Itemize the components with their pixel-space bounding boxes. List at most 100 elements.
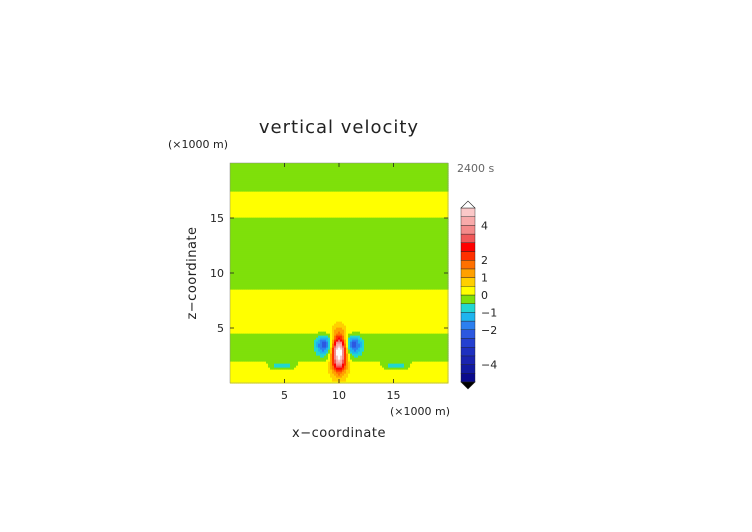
heatmap-cell xyxy=(432,345,435,348)
heatmap-cell xyxy=(426,303,429,306)
heatmap-cell xyxy=(292,299,295,302)
heatmap-cell xyxy=(406,351,409,354)
heatmap-cell xyxy=(368,373,371,376)
heatmap-cell xyxy=(256,381,259,384)
heatmap-cell xyxy=(428,333,431,336)
heatmap-cell xyxy=(306,295,309,298)
heatmap-cell xyxy=(358,321,361,324)
heatmap-cell xyxy=(368,299,371,302)
heatmap-cell xyxy=(270,323,273,326)
heatmap-cell xyxy=(402,369,405,372)
heatmap-cell xyxy=(326,315,329,318)
heatmap-cell xyxy=(320,301,323,304)
heatmap-cell xyxy=(350,347,353,350)
heatmap-cell xyxy=(366,351,369,354)
heatmap-cell xyxy=(286,357,289,360)
heatmap-cell xyxy=(362,323,365,326)
heatmap-cell xyxy=(368,333,371,336)
heatmap-cell xyxy=(380,317,383,320)
heatmap-cell xyxy=(306,347,309,350)
heatmap-cell xyxy=(268,341,271,344)
heatmap-cell xyxy=(364,341,367,344)
heatmap-cell xyxy=(400,355,403,358)
heatmap-cell xyxy=(434,295,437,298)
heatmap-cell xyxy=(378,345,381,348)
heatmap-cell xyxy=(324,335,327,338)
heatmap-cell xyxy=(250,319,253,322)
heatmap-cell xyxy=(252,329,255,332)
heatmap-cell xyxy=(412,365,415,368)
heatmap-cell xyxy=(326,291,329,294)
heatmap-cell xyxy=(408,377,411,380)
heatmap-cell xyxy=(274,331,277,334)
heatmap-cell xyxy=(304,297,307,300)
heatmap-cell xyxy=(244,347,247,350)
heatmap-cell xyxy=(324,357,327,360)
heatmap-cell xyxy=(394,353,397,356)
heatmap-cell xyxy=(386,345,389,348)
heatmap-cell xyxy=(350,299,353,302)
heatmap-cell xyxy=(276,303,279,306)
heatmap-cell xyxy=(388,291,391,294)
heatmap-cell xyxy=(284,335,287,338)
heatmap-cell xyxy=(366,321,369,324)
heatmap-cell xyxy=(390,325,393,328)
heatmap-cell xyxy=(230,349,233,352)
heatmap-cell xyxy=(392,303,395,306)
heatmap-cell xyxy=(330,295,333,298)
heatmap-cell xyxy=(426,321,429,324)
heatmap-cell xyxy=(252,313,255,316)
heatmap-cell xyxy=(232,355,235,358)
heatmap-cell xyxy=(346,301,349,304)
heatmap-cell xyxy=(432,319,435,322)
heatmap-cell xyxy=(236,381,239,384)
heatmap-cell xyxy=(400,313,403,316)
heatmap-cell xyxy=(290,311,293,314)
heatmap-cell xyxy=(426,361,429,364)
heatmap-cell xyxy=(360,341,363,344)
heatmap-cell xyxy=(366,345,369,348)
heatmap-cell xyxy=(242,369,245,372)
heatmap-cell xyxy=(408,313,411,316)
heatmap-cell xyxy=(440,379,443,382)
heatmap-cell xyxy=(336,335,339,338)
heatmap-cell xyxy=(430,303,433,306)
heatmap-cell xyxy=(278,341,281,344)
heatmap-cell xyxy=(390,359,393,362)
heatmap-cell xyxy=(272,337,275,340)
heatmap-cell xyxy=(332,297,335,300)
heatmap-cell xyxy=(442,333,445,336)
heatmap-cell xyxy=(420,377,423,380)
heatmap-cell xyxy=(330,351,333,354)
heatmap-cell xyxy=(348,321,351,324)
heatmap-cell xyxy=(314,347,317,350)
heatmap-cell xyxy=(418,341,421,344)
heatmap-cell xyxy=(430,351,433,354)
heatmap-cell xyxy=(250,309,253,312)
heatmap-cell xyxy=(404,339,407,342)
heatmap-cell xyxy=(248,299,251,302)
heatmap-cell xyxy=(320,293,323,296)
heatmap-cell xyxy=(382,327,385,330)
heatmap-cell xyxy=(330,371,333,374)
heatmap-cell xyxy=(446,293,449,296)
heatmap-cell xyxy=(430,353,433,356)
heatmap-cell xyxy=(442,365,445,368)
heatmap-cell xyxy=(380,301,383,304)
heatmap-cell xyxy=(420,351,423,354)
heatmap-cell xyxy=(250,365,253,368)
heatmap-cell xyxy=(230,329,233,332)
heatmap-cell xyxy=(312,369,315,372)
heatmap-cell xyxy=(248,313,251,316)
heatmap-cell xyxy=(398,303,401,306)
heatmap-cell xyxy=(282,377,285,380)
heatmap-cell xyxy=(366,337,369,340)
heatmap-cell xyxy=(374,299,377,302)
heatmap-cell xyxy=(308,369,311,372)
heatmap-cell xyxy=(252,369,255,372)
heatmap-cell xyxy=(244,301,247,304)
heatmap-cell xyxy=(400,299,403,302)
heatmap-cell xyxy=(308,295,311,298)
heatmap-cell xyxy=(396,323,399,326)
heatmap-cell xyxy=(356,331,359,334)
